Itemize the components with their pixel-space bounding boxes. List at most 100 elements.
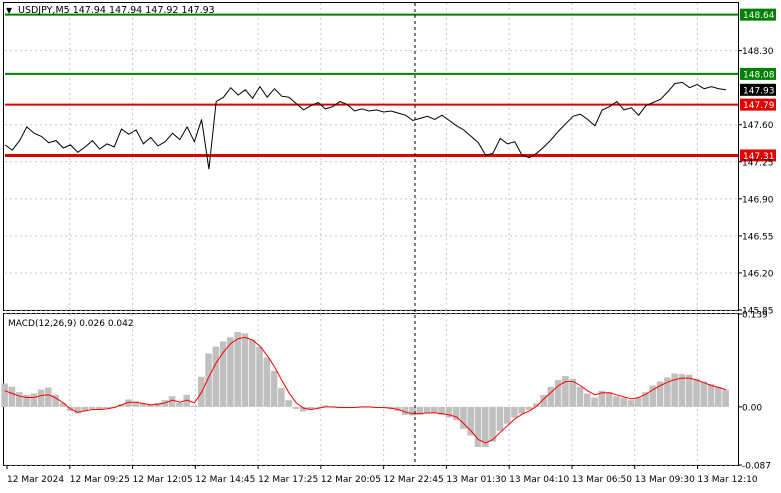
y-tick-label: 148.30 xyxy=(742,47,774,57)
macd-histogram-bar xyxy=(190,405,198,407)
macd-histogram-bar xyxy=(489,406,496,442)
macd-histogram-bar xyxy=(37,389,45,407)
macd-y-tick-label: 0.00 xyxy=(742,403,762,413)
level-tag-text: 147.79 xyxy=(743,101,775,111)
macd-histogram-bar xyxy=(299,406,307,412)
macd-histogram-bar xyxy=(525,406,533,411)
horizontal-levels[interactable]: 148.64 148.08 147.79 147.31 xyxy=(5,8,776,162)
macd-histogram-bar xyxy=(656,381,664,407)
grid-layer xyxy=(5,3,738,466)
macd-histogram-bar xyxy=(147,404,154,407)
macd-histogram-bar xyxy=(474,406,482,447)
macd-histogram-bar xyxy=(467,406,475,436)
macd-histogram-bar xyxy=(598,390,606,407)
price-series: 147.93 xyxy=(4,81,776,170)
macd-pane-frame xyxy=(3,313,739,466)
y-tick-label: 146.55 xyxy=(742,232,774,242)
x-tick-label: 12 Mar 12:05 xyxy=(133,475,193,485)
macd-histogram-bar xyxy=(278,388,285,407)
macd-histogram-bar xyxy=(132,401,140,407)
macd-histogram-bar xyxy=(96,406,103,410)
macd-histogram-bar xyxy=(52,394,59,407)
x-tick-label: 12 Mar 14:45 xyxy=(195,475,255,485)
macd-histogram-bar xyxy=(583,393,591,407)
macd-histogram-bar xyxy=(482,406,489,447)
macd-header: MACD(12,26,9) 0.026 0.042 xyxy=(8,319,134,329)
macd-histogram-bar xyxy=(496,406,504,431)
macd-histogram-bar xyxy=(700,381,708,407)
macd-histogram-bar xyxy=(183,394,190,407)
axis-labels: 12 Mar 2024 12 Mar 09:25 12 Mar 12:05 12 Ma… xyxy=(6,47,774,485)
level-tag-text: 148.08 xyxy=(743,70,775,80)
macd-histogram-bar xyxy=(416,406,424,415)
macd-histogram-bar xyxy=(503,406,511,424)
x-tick-label: 12 Mar 17:25 xyxy=(258,475,318,485)
macd-histogram-bar xyxy=(554,380,562,407)
x-tick-label: 13 Mar 04:10 xyxy=(509,475,569,485)
macd-histogram-bar xyxy=(81,406,89,411)
macd-histogram-bar xyxy=(241,333,249,407)
macd-histogram-bar xyxy=(263,357,271,407)
macd-histogram-bar xyxy=(205,353,212,407)
macd-histogram-bar xyxy=(591,397,598,407)
macd-histogram-bar xyxy=(620,397,627,407)
macd-histogram-bar xyxy=(642,392,649,407)
symbol-header: USDJPY,M5 147.94 147.94 147.92 147.93 xyxy=(18,5,215,16)
x-tick-label: 13 Mar 06:50 xyxy=(572,475,632,485)
symbol-header-arrow-icon[interactable]: ▼ xyxy=(6,6,13,15)
macd-histogram-bar xyxy=(125,399,132,407)
macd-histogram-bar xyxy=(270,370,278,407)
macd-histogram-bar xyxy=(562,376,569,407)
macd-histogram-bar xyxy=(634,397,642,407)
macd-histogram-bar xyxy=(547,386,555,407)
macd-histogram-bar xyxy=(576,386,584,407)
macd-histogram-bar xyxy=(685,374,693,407)
x-tick-label: 12 Mar 20:05 xyxy=(321,475,381,485)
x-tick-label: 12 Mar 2024 xyxy=(7,475,64,485)
macd-histogram-bar xyxy=(394,406,402,411)
macd-histogram-bar xyxy=(256,346,263,407)
macd-histogram-bar xyxy=(678,374,686,407)
macd-histogram-bar xyxy=(15,392,23,407)
x-tick-label: 12 Mar 22:45 xyxy=(384,475,444,485)
macd-histogram-bar xyxy=(518,406,525,414)
macd-histogram-bar xyxy=(693,378,700,407)
macd-histogram-bar xyxy=(139,403,147,407)
macd-histogram-bar xyxy=(59,402,67,407)
price-series-line xyxy=(4,81,727,170)
macd-histogram-bar xyxy=(103,406,110,409)
y-tick-label: 146.20 xyxy=(742,269,774,279)
macd-signal-line xyxy=(4,336,727,444)
macd-histogram-bar xyxy=(511,406,518,418)
macd-histogram-bar xyxy=(321,405,329,407)
macd-histogram-bar xyxy=(248,339,256,407)
macd-histogram-bar xyxy=(8,386,16,407)
macd-histogram-bar xyxy=(219,341,227,407)
level-tag-148.64 xyxy=(740,8,776,21)
y-tick-label: 145.85 xyxy=(742,307,774,317)
macd-histogram-bar xyxy=(212,346,220,407)
level-tag-text: 148.64 xyxy=(743,11,775,21)
macd-histogram-bar xyxy=(30,393,38,407)
x-tick-label: 12 Mar 09:25 xyxy=(70,475,130,485)
macd-histogram-bar xyxy=(452,406,460,421)
macd-histogram-bar xyxy=(23,394,30,407)
macd-histogram-bar xyxy=(569,378,576,407)
macd-histogram-bar xyxy=(671,373,678,407)
macd-histogram-bar xyxy=(664,377,671,407)
y-tick-label: 147.60 xyxy=(742,121,774,131)
macd-y-tick-label: -0.087 xyxy=(742,462,771,472)
macd-histogram-bar xyxy=(431,406,438,413)
macd-histogram-bar xyxy=(613,396,620,407)
macd-histogram-bar xyxy=(314,406,322,408)
macd-histogram-bar xyxy=(627,400,635,407)
macd-histogram-bar xyxy=(605,392,613,407)
macd-histogram-bar xyxy=(409,406,416,416)
current-price-text: 147.93 xyxy=(743,86,775,96)
macd-histogram-bar xyxy=(292,406,300,409)
x-tick-label: 13 Mar 01:30 xyxy=(446,475,506,485)
macd-histogram-bar xyxy=(722,389,729,407)
macd-histogram-bar xyxy=(460,406,467,429)
